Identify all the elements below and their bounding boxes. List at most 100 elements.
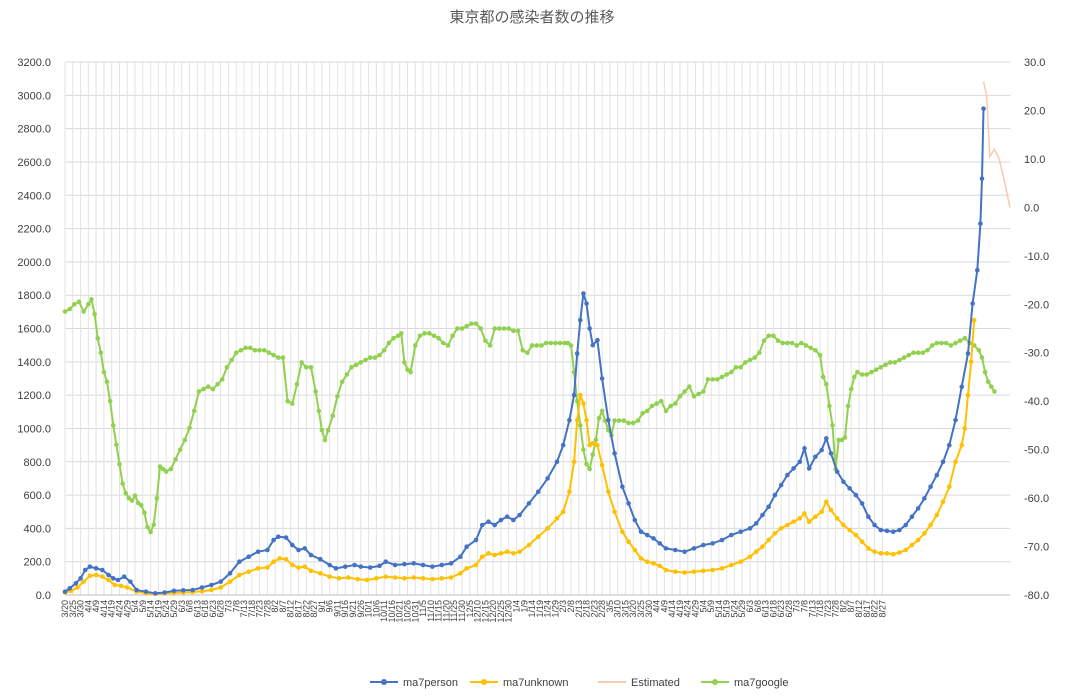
x-tick-label: 3/25 xyxy=(636,600,646,618)
data-point-ma7person xyxy=(978,221,983,226)
data-point-ma7google xyxy=(654,401,659,406)
x-tick-label: 2/3 xyxy=(558,600,568,613)
data-point-ma7google xyxy=(823,381,829,387)
data-point-ma7person xyxy=(152,591,158,596)
x-tick-label: 3/5 xyxy=(605,600,615,613)
data-point-ma7google xyxy=(878,364,884,370)
x-tick-label: 5/9 xyxy=(706,600,716,613)
data-point-ma7unknown xyxy=(632,547,638,553)
data-point-ma7unknown xyxy=(517,549,522,554)
data-point-ma7person xyxy=(87,564,93,569)
data-point-ma7person xyxy=(504,514,510,520)
data-point-ma7google xyxy=(506,326,511,331)
left-tick-label: 3000.0 xyxy=(17,90,51,102)
x-tick-label: 9/26 xyxy=(356,600,366,618)
x-tick-label: 8/7 xyxy=(846,600,856,613)
legend-label: ma7google xyxy=(734,677,788,689)
data-point-ma7google xyxy=(887,360,893,365)
x-tick-label: 10/26 xyxy=(403,600,413,623)
data-point-ma7google xyxy=(929,343,935,348)
x-tick-label: 12/15 xyxy=(480,600,490,623)
x-tick-label: 3/30 xyxy=(76,600,86,618)
data-point-ma7unknown xyxy=(100,574,105,579)
series-line-Estimated xyxy=(982,81,1011,208)
data-point-ma7person xyxy=(965,351,971,356)
data-point-ma7unknown xyxy=(283,556,289,562)
data-point-ma7unknown xyxy=(402,576,407,581)
left-tick-label: 400.0 xyxy=(23,523,51,535)
data-point-ma7google xyxy=(114,442,119,448)
data-point-ma7unknown xyxy=(612,509,617,515)
data-point-ma7google xyxy=(233,350,239,356)
data-point-ma7google xyxy=(943,340,949,346)
data-point-ma7unknown xyxy=(118,583,124,589)
data-point-ma7person xyxy=(753,521,759,526)
data-point-ma7google xyxy=(766,333,771,339)
data-point-ma7google xyxy=(901,355,907,360)
data-point-ma7unknown xyxy=(922,531,927,536)
data-point-ma7person xyxy=(890,529,896,535)
x-tick-label: 5/14 xyxy=(714,600,724,618)
data-point-ma7person xyxy=(458,554,463,559)
data-point-ma7google xyxy=(743,360,748,365)
data-point-ma7google xyxy=(123,490,129,496)
data-point-ma7unknown xyxy=(590,441,596,446)
data-point-ma7person xyxy=(651,536,656,541)
data-point-ma7google xyxy=(182,437,188,443)
data-point-ma7google xyxy=(483,338,488,343)
data-point-ma7google xyxy=(405,367,410,372)
data-point-ma7person xyxy=(578,317,583,323)
data-point-ma7unknown xyxy=(691,569,697,574)
data-point-ma7google xyxy=(599,408,605,414)
x-tick-label: 8/27 xyxy=(877,600,887,618)
data-point-ma7google xyxy=(441,340,446,346)
data-point-ma7google xyxy=(201,386,206,392)
x-tick-label: 5/24 xyxy=(729,600,739,618)
data-point-ma7google xyxy=(98,350,104,356)
x-tick-label: 7/28 xyxy=(262,600,272,618)
legend-label: ma7person xyxy=(403,677,458,689)
data-point-ma7google xyxy=(478,326,483,331)
left-tick-label: 1600.0 xyxy=(17,324,51,336)
data-point-ma7google xyxy=(892,360,898,365)
data-point-ma7google xyxy=(820,374,826,380)
data-point-ma7google xyxy=(196,389,202,394)
data-point-ma7google xyxy=(358,360,364,365)
data-point-ma7person xyxy=(701,542,706,548)
data-point-ma7google xyxy=(81,309,86,314)
data-point-ma7google xyxy=(934,340,940,346)
data-point-ma7google xyxy=(339,379,345,385)
gridlines xyxy=(64,61,1010,596)
x-tick-label: 4/4 xyxy=(83,600,93,613)
legend-marker-ma7person xyxy=(381,679,387,685)
data-point-ma7google xyxy=(412,343,418,348)
data-point-ma7person xyxy=(209,582,214,588)
data-point-ma7google xyxy=(869,369,874,375)
data-point-ma7person xyxy=(411,561,417,566)
x-tick-label: 6/8 xyxy=(185,600,195,613)
data-point-ma7unknown xyxy=(439,576,445,581)
data-point-ma7unknown xyxy=(578,392,583,398)
data-point-ma7person xyxy=(302,546,308,551)
right-tick-label: -40.0 xyxy=(1024,396,1049,408)
x-tick-label: 9/1 xyxy=(317,600,327,613)
data-point-ma7google xyxy=(747,357,753,363)
data-point-ma7google xyxy=(335,394,340,399)
data-point-ma7google xyxy=(672,401,678,406)
data-point-ma7unknown xyxy=(81,579,86,584)
data-point-ma7google xyxy=(104,379,110,385)
data-point-ma7google xyxy=(299,360,304,365)
data-point-ma7unknown xyxy=(884,551,890,556)
x-tick-label: 8/12 xyxy=(854,600,864,618)
data-point-ma7unknown xyxy=(834,516,840,521)
data-point-ma7unknown xyxy=(209,587,214,593)
data-point-ma7google xyxy=(219,377,225,382)
data-point-ma7google xyxy=(280,355,286,360)
right-axis: -80.0 -70.0 -60.0 -50.0 -40.0 -30.0 -20.0 -10.0… xyxy=(1024,57,1049,602)
data-point-ma7person xyxy=(785,472,790,478)
data-point-ma7unknown xyxy=(959,442,965,448)
data-point-ma7person xyxy=(928,484,933,490)
data-point-ma7google xyxy=(985,379,991,385)
data-point-ma7google xyxy=(733,364,739,370)
data-point-ma7unknown xyxy=(595,442,600,448)
